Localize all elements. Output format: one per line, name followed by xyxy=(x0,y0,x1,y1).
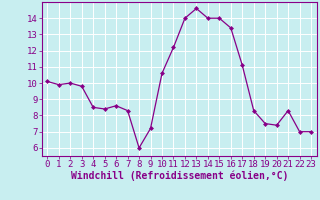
X-axis label: Windchill (Refroidissement éolien,°C): Windchill (Refroidissement éolien,°C) xyxy=(70,171,288,181)
